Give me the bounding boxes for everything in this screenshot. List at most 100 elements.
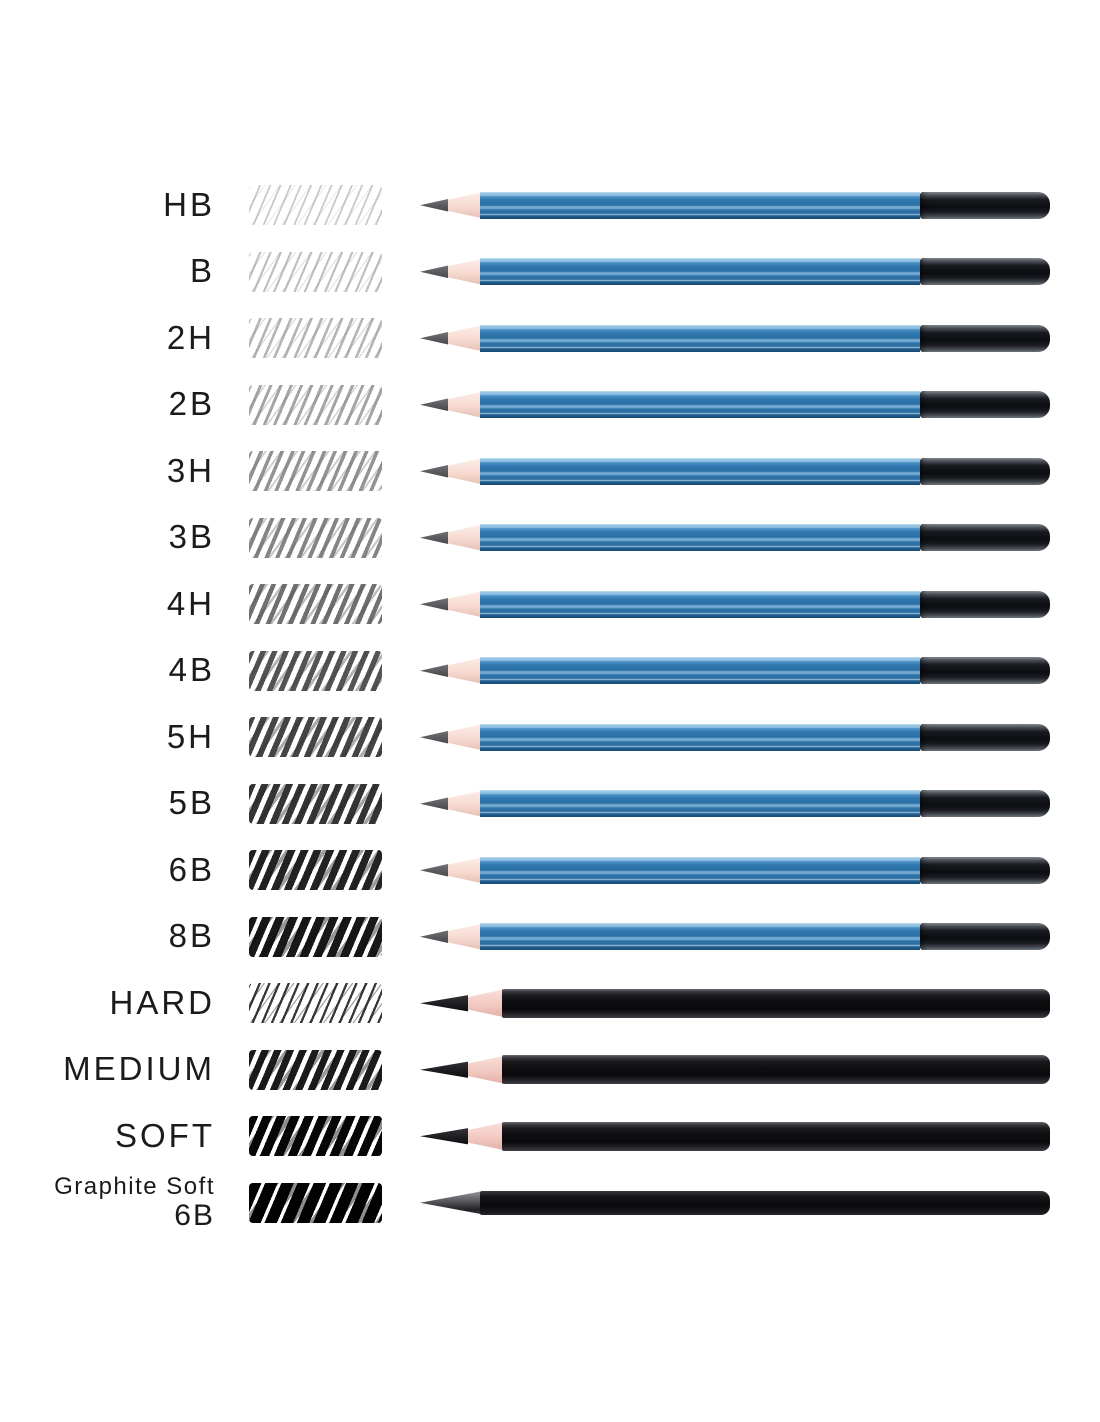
grade-label: 5B [168,784,215,822]
pencil-graphite-cone [420,1191,482,1215]
pencil-body [480,324,920,352]
pencil-body [480,457,920,485]
graphite-pencil [420,657,1050,685]
pencil-image-area [420,649,1050,693]
grade-row: B [0,239,1100,306]
pencil-end-cap [920,457,1050,485]
pencil-body [480,524,920,552]
pencil-end-cap [920,723,1050,751]
pencil-charcoal-tip [420,995,468,1012]
shade-swatch [249,185,382,226]
grade-row: Graphite Soft 6B [0,1170,1100,1237]
pencil-end-cap [920,790,1050,818]
pencil-end-cap [920,923,1050,951]
pencil-image-area [420,383,1050,427]
shade-swatch [249,850,382,891]
pencil-image-area [420,316,1050,360]
grade-label: SOFT [115,1116,215,1154]
graphite-pencil [420,923,1050,951]
pencil-body [480,856,920,884]
pencil-image-area [420,848,1050,892]
pencil-image-area [420,1181,1050,1225]
pencil-end-cap [920,324,1050,352]
grade-label-line1: Graphite Soft [54,1172,215,1200]
grade-rows: HB B 2H 2B 3H 3B 4H 4B 5H 5B 6B 8B HARD MEDIUM SOFT Gra… [0,172,1100,1236]
shade-swatch [249,384,382,425]
pencil-graphite-tip [420,598,448,611]
grade-row: 2B [0,372,1100,439]
pencil-end-cap [920,657,1050,685]
grade-label: Graphite Soft 6B [0,1174,215,1232]
charcoal-pencil [420,1121,1050,1151]
pencil-graphite-tip [420,531,448,544]
shade-swatch [249,517,382,558]
grade-row: 5H [0,704,1100,771]
grade-label: 4B [168,651,215,689]
graphite-pencil [420,391,1050,419]
grade-row: 3B [0,505,1100,572]
pencil-end-cap [920,856,1050,884]
charcoal-pencil [420,1055,1050,1085]
graphite-pencil [420,524,1050,552]
grade-row: 8B [0,904,1100,971]
pencil-body [480,723,920,751]
grade-row: MEDIUM [0,1037,1100,1104]
shade-swatch [249,783,382,824]
pencil-graphite-tip [420,664,448,677]
pencil-charcoal-tip [420,1061,468,1078]
pencil-image-area [420,250,1050,294]
pencil-image-area [420,183,1050,227]
pencil-body [502,1121,1050,1151]
pencil-end-cap [920,590,1050,618]
pencil-image-area [420,1114,1050,1158]
shade-swatch [249,318,382,359]
shade-swatch [249,1049,382,1090]
pencil-image-area [420,449,1050,493]
grade-label: 5H [166,717,215,755]
grade-label: 2H [166,318,215,356]
pencil-body [480,790,920,818]
grade-label: 4H [166,584,215,622]
grade-label-line2: 6B [174,1199,215,1233]
shade-swatch [249,916,382,957]
pencil-image-area [420,782,1050,826]
grade-row: 2H [0,305,1100,372]
pencil-graphite-tip [420,199,448,212]
pencil-charcoal-tip [420,1128,468,1145]
pencil-image-area [420,915,1050,959]
pencil-body [480,923,920,951]
grade-row: 6B [0,837,1100,904]
graphite-pencil [420,258,1050,286]
pencil-image-area [420,516,1050,560]
grade-row: 4H [0,571,1100,638]
pencil-graphite-tip [420,465,448,478]
pencil-body [480,590,920,618]
graphite-pencil [420,723,1050,751]
shade-swatch [249,451,382,492]
graphite-pencil [420,590,1050,618]
pencil-end-cap [920,258,1050,286]
pencil-end-cap [920,524,1050,552]
pencil-graphite-tip [420,265,448,278]
pencil-image-area [420,582,1050,626]
pencil-graphite-tip [420,797,448,810]
pencil-image-area [420,715,1050,759]
shade-swatch [249,251,382,292]
pencil-body [480,391,920,419]
grade-label: 6B [168,850,215,888]
pencil-graphite-tip [420,930,448,943]
pencil-end-cap [920,191,1050,219]
graphite-pencil [420,191,1050,219]
shade-swatch [249,983,382,1024]
pencil-image-area [420,1048,1050,1092]
graphite-pencil [420,856,1050,884]
pencil-body [480,191,920,219]
grade-label: HB [163,185,215,223]
pencil-image-area [420,981,1050,1025]
grade-label: B [189,252,215,290]
grade-label: 3B [168,518,215,556]
pencil-graphite-tip [420,332,448,345]
charcoal-pencil [420,988,1050,1018]
grade-label: 2B [168,385,215,423]
graphite-pencil [420,457,1050,485]
